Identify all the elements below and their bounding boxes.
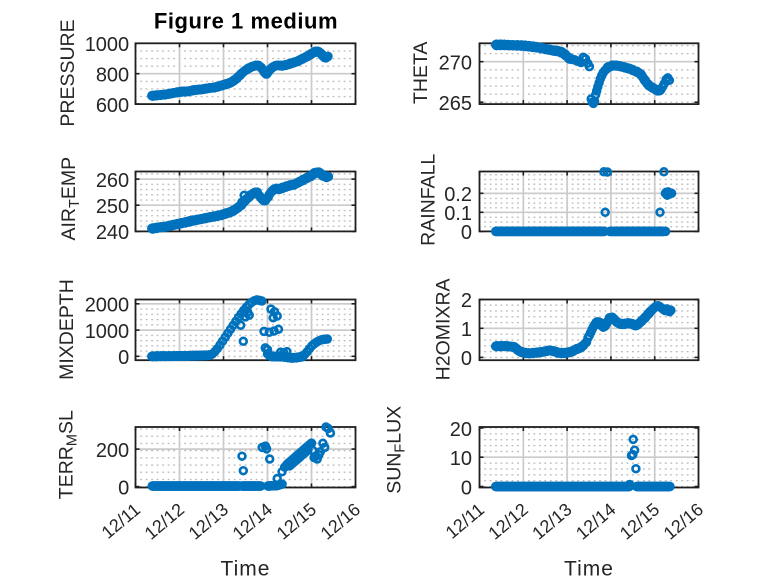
svg-text:SUNF​LUX: SUNF​LUX xyxy=(384,406,409,494)
svg-text:2000: 2000 xyxy=(85,295,130,317)
svg-text:270: 270 xyxy=(439,53,472,75)
svg-text:1: 1 xyxy=(461,319,472,341)
svg-text:AIRT​EMP: AIRT​EMP xyxy=(58,157,83,241)
svg-text:Time: Time xyxy=(221,558,271,581)
svg-text:1000: 1000 xyxy=(85,321,130,343)
svg-text:Time: Time xyxy=(564,558,614,581)
svg-text:0: 0 xyxy=(461,477,472,499)
svg-text:1000: 1000 xyxy=(85,34,130,56)
svg-text:TERRM​SL: TERRM​SL xyxy=(56,410,81,499)
svg-text:0: 0 xyxy=(118,477,129,499)
svg-text:20: 20 xyxy=(450,419,472,441)
svg-text:PRESSURE: PRESSURE xyxy=(57,19,79,126)
svg-text:H2OMIXRA: H2OMIXRA xyxy=(433,278,455,380)
svg-text:260: 260 xyxy=(96,170,129,192)
svg-text:200: 200 xyxy=(96,440,129,462)
svg-text:MIXDEPTH: MIXDEPTH xyxy=(56,279,78,380)
svg-text:600: 600 xyxy=(96,95,129,117)
svg-text:0.2: 0.2 xyxy=(444,184,472,206)
svg-text:0: 0 xyxy=(461,348,472,370)
svg-text:250: 250 xyxy=(96,196,129,218)
svg-text:0.1: 0.1 xyxy=(444,203,472,225)
svg-text:10: 10 xyxy=(450,448,472,470)
svg-text:265: 265 xyxy=(439,93,472,115)
svg-text:RAINFALL: RAINFALL xyxy=(418,154,440,246)
svg-text:Figure 1 medium: Figure 1 medium xyxy=(154,9,338,34)
svg-text:0: 0 xyxy=(118,347,129,369)
svg-text:0: 0 xyxy=(461,222,472,244)
svg-text:2: 2 xyxy=(461,290,472,312)
svg-text:THETA: THETA xyxy=(410,42,432,104)
svg-text:240: 240 xyxy=(96,222,129,244)
svg-text:800: 800 xyxy=(96,65,129,87)
